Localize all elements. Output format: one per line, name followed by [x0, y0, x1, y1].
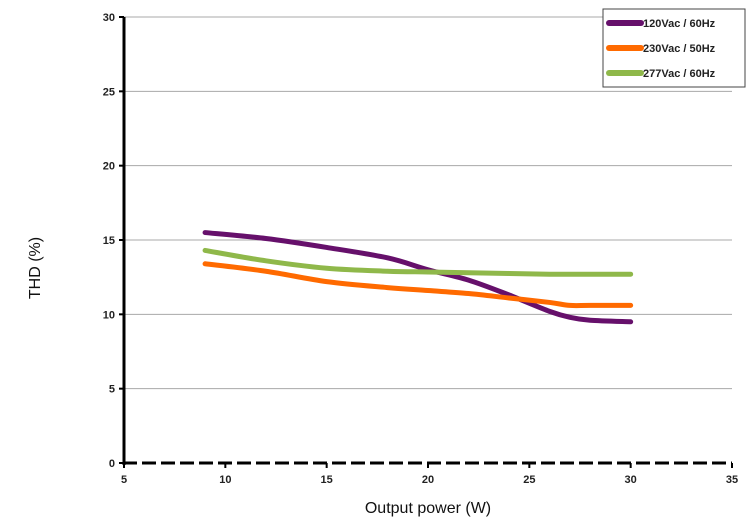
- legend-label-0: 120Vac / 60Hz: [643, 18, 716, 30]
- y-tick-label-10: 10: [103, 309, 115, 321]
- legend: 120Vac / 60Hz 230Vac / 50Hz 277Vac / 60Hz: [602, 8, 746, 88]
- x-tick-label-25: 25: [523, 474, 535, 486]
- x-axis-title: Output power (W): [365, 500, 491, 517]
- x-tick-label-35: 35: [726, 474, 738, 486]
- x-tick-label-5: 5: [121, 474, 127, 486]
- y-tick-label-20: 20: [103, 161, 115, 173]
- y-axis-title: THD (%): [27, 237, 44, 299]
- series-line-0: [202, 230, 634, 325]
- series-line-1: [202, 261, 634, 309]
- x-tick-label-10: 10: [219, 474, 231, 486]
- x-tick-label-20: 20: [422, 474, 434, 486]
- axes: [119, 16, 733, 468]
- y-tick-label-0: 0: [109, 458, 115, 470]
- y-tick-label-25: 25: [103, 86, 115, 98]
- series-layer: [202, 230, 634, 325]
- y-tick-label-5: 5: [109, 384, 115, 396]
- x-tick-label-30: 30: [625, 474, 637, 486]
- legend-label-1: 230Vac / 50Hz: [643, 43, 716, 55]
- y-tick-label-15: 15: [103, 235, 115, 247]
- grid-lines: [124, 16, 732, 390]
- legend-label-2: 277Vac / 60Hz: [643, 68, 716, 80]
- y-tick-label-30: 30: [103, 12, 115, 24]
- series-line-2: [202, 247, 634, 277]
- x-tick-label-15: 15: [321, 474, 333, 486]
